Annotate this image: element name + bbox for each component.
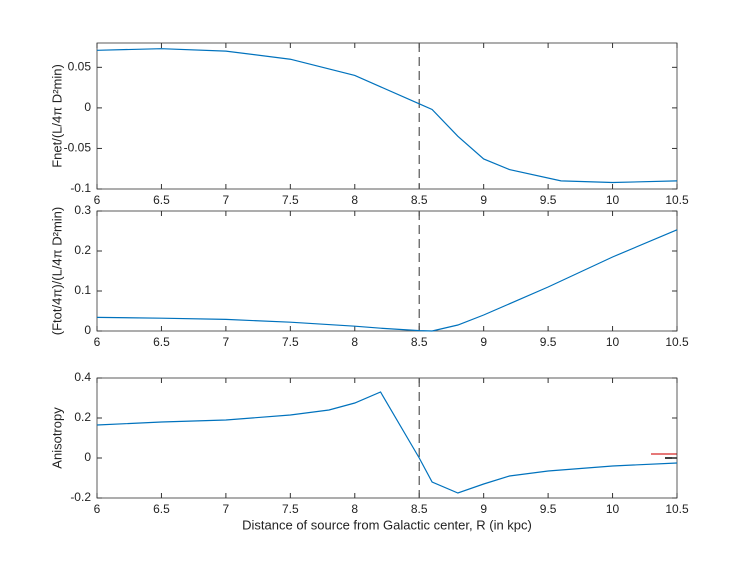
y-tick-label: -0.2: [70, 490, 91, 504]
x-tick-label: 6.5: [153, 193, 170, 207]
y-tick-label: -0.05: [64, 141, 92, 155]
x-tick-label: 9.5: [540, 502, 557, 516]
x-tick-label: 7.5: [282, 502, 299, 516]
x-tick-label: 10.5: [665, 502, 689, 516]
y-tick-label: 0: [84, 100, 91, 114]
x-tick-label: 7: [223, 502, 230, 516]
x-tick-label: 7: [223, 193, 230, 207]
x-tick-label: 10: [606, 193, 620, 207]
x-tick-label: 8: [351, 502, 358, 516]
x-axis-label: Distance of source from Galactic center,…: [242, 517, 532, 532]
y-tick-label: -0.1: [70, 181, 91, 195]
y-tick-label: 0: [84, 323, 91, 337]
x-tick-label: 10: [606, 335, 620, 349]
x-tick-label: 7.5: [282, 193, 299, 207]
line-series: [96, 48, 678, 184]
x-tick-label: 9.5: [540, 193, 557, 207]
x-tick-label: 10.5: [665, 335, 689, 349]
x-tick-label: 8.5: [411, 502, 428, 516]
x-tick-label: 10.5: [665, 193, 689, 207]
x-tick-label: 10: [606, 502, 620, 516]
plot-frame: [96, 210, 678, 332]
x-tick-label: 8: [351, 335, 358, 349]
x-tick-label: 9: [480, 335, 487, 349]
x-tick-label: 9.5: [540, 335, 557, 349]
line-series: [96, 391, 678, 494]
x-tick-label: 6: [94, 335, 101, 349]
x-tick-label: 7.5: [282, 335, 299, 349]
x-tick-label: 6.5: [153, 335, 170, 349]
y-tick-label: 0.4: [74, 370, 91, 384]
y-tick-label: 0.2: [74, 410, 91, 424]
y-tick-label: 0.1: [74, 283, 91, 297]
x-tick-label: 9: [480, 193, 487, 207]
line-series: [96, 229, 678, 332]
y-tick-label: 0.05: [68, 60, 92, 74]
y-tick-label: 0.2: [74, 243, 91, 257]
x-tick-label: 6: [94, 502, 101, 516]
x-tick-label: 8.5: [411, 335, 428, 349]
x-tick-label: 9: [480, 502, 487, 516]
plot-frame: [96, 377, 678, 499]
x-tick-label: 6.5: [153, 502, 170, 516]
x-tick-label: 8.5: [411, 193, 428, 207]
x-tick-label: 7: [223, 335, 230, 349]
x-tick-label: 6: [94, 193, 101, 207]
plot-frame: [96, 42, 678, 190]
y-tick-label: 0.3: [74, 203, 91, 217]
y-axis-label: Fnet/(L/4π D²min): [49, 64, 64, 168]
y-axis-label: Anisotropy: [49, 407, 64, 469]
x-tick-label: 8: [351, 193, 358, 207]
y-tick-label: 0: [84, 450, 91, 464]
y-axis-label: (Ftot/4π)/(L/4π D²min): [49, 207, 64, 335]
